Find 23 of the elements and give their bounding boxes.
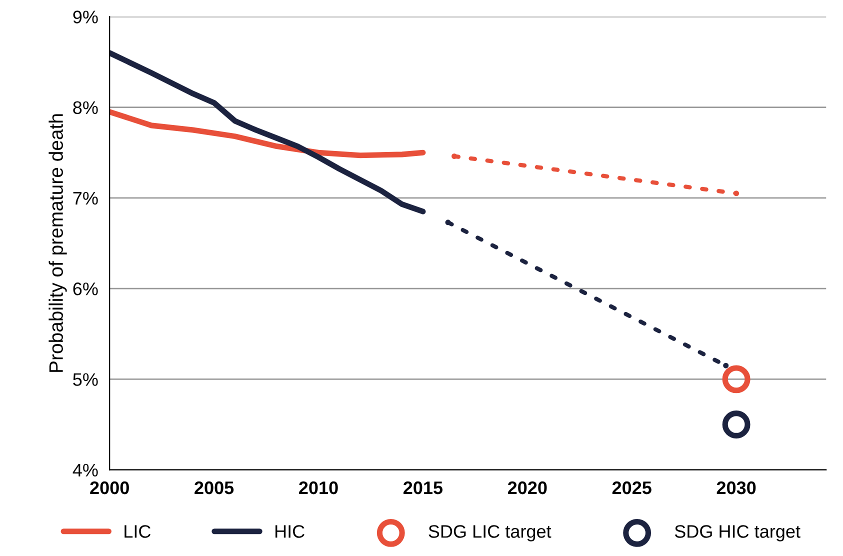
- x-tick-label: 2030: [716, 481, 756, 494]
- legend-label: LIC: [124, 525, 151, 538]
- x-tick-label: 2000: [90, 481, 129, 494]
- point: [445, 220, 451, 226]
- x-tick-label: 2005: [194, 481, 234, 494]
- point: [734, 190, 740, 196]
- y-tick-label: 5%: [73, 373, 98, 386]
- y-axis-title: Probability of premature death: [48, 114, 67, 372]
- x-tick-label: 2025: [612, 481, 652, 494]
- y-tick-label: 9%: [73, 10, 98, 24]
- point: [722, 365, 750, 394]
- y-tick-label: 8%: [73, 101, 98, 114]
- point: [723, 362, 729, 368]
- y-tick-label: 7%: [73, 192, 98, 205]
- legend-label: HIC: [276, 525, 304, 538]
- point: [722, 410, 750, 438]
- y-tick-label: 4%: [72, 464, 98, 476]
- legend-label: SDG HIC target: [674, 525, 800, 542]
- y-tick-label: 6%: [73, 282, 98, 296]
- x-tick-label: 2015: [403, 481, 443, 494]
- x-tick-label: 2020: [508, 481, 547, 494]
- x-tick-label: 2010: [299, 481, 338, 494]
- legend-label: SDG LIC target: [428, 525, 552, 542]
